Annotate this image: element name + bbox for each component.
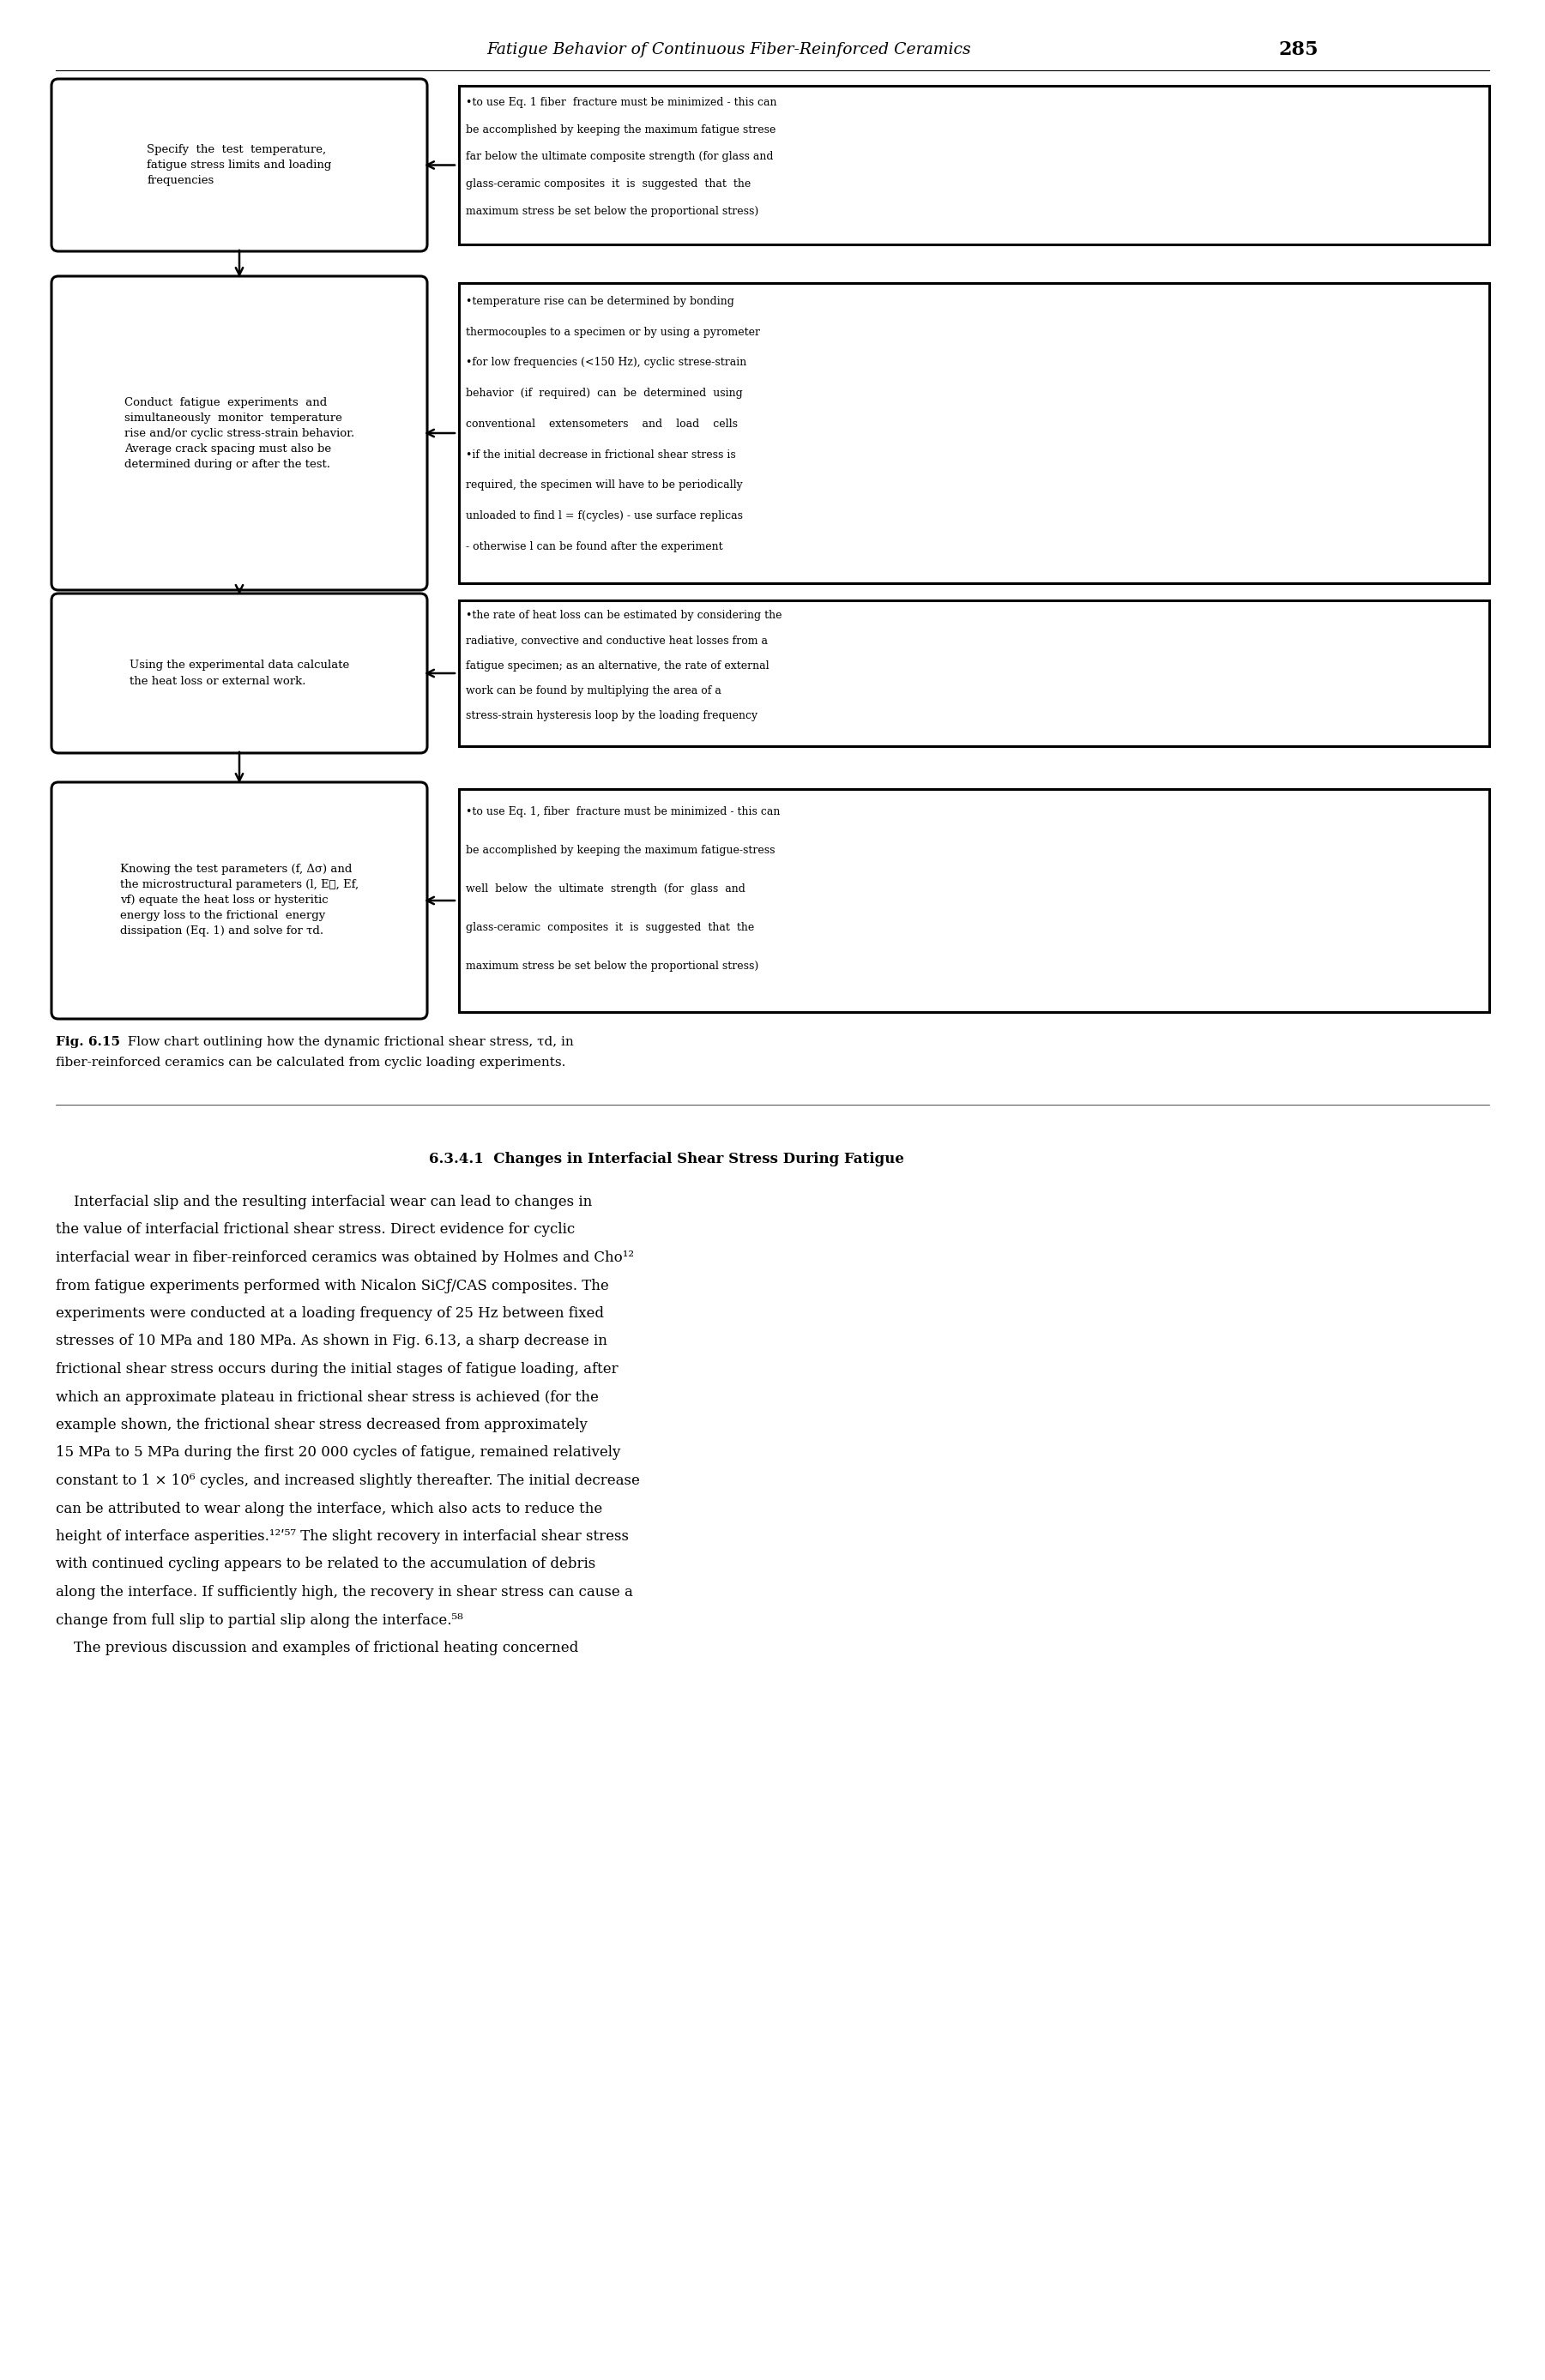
Text: height of interface asperities.¹²ʹ⁵⁷ The slight recovery in interfacial shear st: height of interface asperities.¹²ʹ⁵⁷ The… [56,1530,629,1545]
Text: interfacial wear in fiber-reinforced ceramics was obtained by Holmes and Cho¹²: interfacial wear in fiber-reinforced cer… [56,1250,633,1266]
Text: •to use Eq. 1 fiber  fracture must be minimized - this can: •to use Eq. 1 fiber fracture must be min… [465,98,777,107]
FancyBboxPatch shape [51,79,428,252]
Text: maximum stress be set below the proportional stress): maximum stress be set below the proporti… [465,207,759,217]
Text: stress-strain hysteresis loop by the loading frequency: stress-strain hysteresis loop by the loa… [465,709,757,721]
Text: 15 MPa to 5 MPa during the first 20 000 cycles of fatigue, remained relatively: 15 MPa to 5 MPa during the first 20 000 … [56,1445,621,1461]
Text: be accomplished by keeping the maximum fatigue-stress: be accomplished by keeping the maximum f… [465,845,776,857]
Text: Interfacial slip and the resulting interfacial wear can lead to changes in: Interfacial slip and the resulting inter… [56,1195,592,1209]
Text: the value of interfacial frictional shear stress. Direct evidence for cyclic: the value of interfacial frictional shea… [56,1223,575,1238]
Text: unloaded to find l = f(cycles) - use surface replicas: unloaded to find l = f(cycles) - use sur… [465,509,743,521]
Text: along the interface. If sufficiently high, the recovery in shear stress can caus: along the interface. If sufficiently hig… [56,1585,633,1599]
Text: •the rate of heat loss can be estimated by considering the: •the rate of heat loss can be estimated … [465,609,782,621]
Text: Flow chart outlining how the dynamic frictional shear stress, τd, in: Flow chart outlining how the dynamic fri… [119,1035,573,1047]
Text: conventional    extensometers    and    load    cells: conventional extensometers and load cell… [465,419,739,428]
Text: Using the experimental data calculate
the heat loss or external work.: Using the experimental data calculate th… [130,659,349,685]
Text: be accomplished by keeping the maximum fatigue strese: be accomplished by keeping the maximum f… [465,124,776,136]
Text: The previous discussion and examples of frictional heating concerned: The previous discussion and examples of … [56,1640,578,1654]
FancyBboxPatch shape [51,276,428,590]
Text: with continued cycling appears to be related to the accumulation of debris: with continued cycling appears to be rel… [56,1557,595,1571]
Text: thermocouples to a specimen or by using a pyrometer: thermocouples to a specimen or by using … [465,326,760,338]
Text: - otherwise l can be found after the experiment: - otherwise l can be found after the exp… [465,540,723,552]
Text: Knowing the test parameters (f, Δσ) and
the microstructural parameters (l, EⰉ, E: Knowing the test parameters (f, Δσ) and … [121,864,358,938]
Text: 285: 285 [1278,40,1318,60]
Bar [459,283,1489,583]
Bar [459,86,1489,245]
Text: Conduct  fatigue  experiments  and
simultaneously  monitor  temperature
rise and: Conduct fatigue experiments and simultan… [124,397,354,469]
Bar [459,790,1489,1012]
Text: from fatigue experiments performed with Nicalon SiCƒ/CAS composites. The: from fatigue experiments performed with … [56,1278,609,1292]
Text: •for low frequencies (<150 Hz), cyclic strese-strain: •for low frequencies (<150 Hz), cyclic s… [465,357,746,369]
Text: behavior  (if  required)  can  be  determined  using: behavior (if required) can be determined… [465,388,743,400]
Text: •temperature rise can be determined by bonding: •temperature rise can be determined by b… [465,295,734,307]
Text: far below the ultimate composite strength (for glass and: far below the ultimate composite strengt… [465,152,774,162]
Text: Fig. 6.15: Fig. 6.15 [56,1035,121,1047]
Text: radiative, convective and conductive heat losses from a: radiative, convective and conductive hea… [465,635,768,645]
FancyBboxPatch shape [51,593,428,752]
Text: •to use Eq. 1, fiber  fracture must be minimized - this can: •to use Eq. 1, fiber fracture must be mi… [465,807,780,819]
Text: change from full slip to partial slip along the interface.⁵⁸: change from full slip to partial slip al… [56,1614,463,1628]
Text: required, the specimen will have to be periodically: required, the specimen will have to be p… [465,481,743,490]
Text: Fatigue Behavior of Continuous Fiber-Reinforced Ceramics: Fatigue Behavior of Continuous Fiber-Rei… [487,43,972,57]
Text: frictional shear stress occurs during the initial stages of fatigue loading, aft: frictional shear stress occurs during th… [56,1361,618,1376]
Text: constant to 1 × 10⁶ cycles, and increased slightly thereafter. The initial decre: constant to 1 × 10⁶ cycles, and increase… [56,1473,640,1488]
Text: can be attributed to wear along the interface, which also acts to reduce the: can be attributed to wear along the inte… [56,1502,603,1516]
Bar [459,600,1489,747]
Text: well  below  the  ultimate  strength  (for  glass  and: well below the ultimate strength (for gl… [465,883,745,895]
Text: glass-ceramic composites  it  is  suggested  that  the: glass-ceramic composites it is suggested… [465,178,751,190]
Text: work can be found by multiplying the area of a: work can be found by multiplying the are… [465,685,722,697]
Text: which an approximate plateau in frictional shear stress is achieved (for the: which an approximate plateau in friction… [56,1390,598,1404]
Text: Specify  the  test  temperature,
fatigue stress limits and loading
frequencies: Specify the test temperature, fatigue st… [147,145,332,186]
FancyBboxPatch shape [51,783,428,1019]
Text: glass-ceramic  composites  it  is  suggested  that  the: glass-ceramic composites it is suggested… [465,921,754,933]
Text: example shown, the frictional shear stress decreased from approximately: example shown, the frictional shear stre… [56,1418,587,1433]
Text: fiber-reinforced ceramics can be calculated from cyclic loading experiments.: fiber-reinforced ceramics can be calcula… [56,1057,565,1069]
Text: fatigue specimen; as an alternative, the rate of external: fatigue specimen; as an alternative, the… [465,659,769,671]
Text: •if the initial decrease in frictional shear stress is: •if the initial decrease in frictional s… [465,450,735,459]
Text: experiments were conducted at a loading frequency of 25 Hz between fixed: experiments were conducted at a loading … [56,1307,604,1321]
Text: stresses of 10 MPa and 180 MPa. As shown in Fig. 6.13, a sharp decrease in: stresses of 10 MPa and 180 MPa. As shown… [56,1335,607,1349]
Text: maximum stress be set below the proportional stress): maximum stress be set below the proporti… [465,959,759,971]
Text: 6.3.4.1  Changes in Interfacial Shear Stress During Fatigue: 6.3.4.1 Changes in Interfacial Shear Str… [430,1152,904,1166]
